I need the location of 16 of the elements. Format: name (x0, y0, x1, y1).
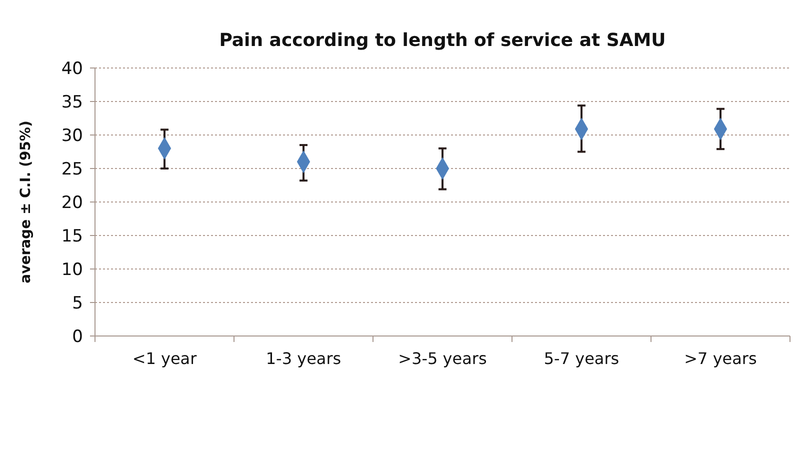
x-tick-label: >3-5 years (398, 349, 487, 368)
y-tick-label: 40 (61, 58, 83, 79)
y-axis-title: average ± C.I. (95%) (18, 120, 34, 284)
x-tick-label: >7 years (684, 349, 757, 368)
y-tick-label: 25 (61, 159, 83, 180)
y-tick-label: 0 (72, 326, 83, 347)
y-tick-label: 15 (61, 226, 83, 246)
x-tick-label: 1-3 years (266, 349, 342, 368)
y-tick-label: 20 (61, 192, 83, 213)
x-tick-label: 5-7 years (544, 349, 620, 368)
y-tick-label: 35 (61, 92, 83, 112)
chart-title: Pain according to length of service at SAMU (219, 30, 666, 51)
y-tick-label: 10 (61, 260, 83, 280)
y-tick-label: 30 (61, 126, 83, 146)
y-tick-label: 5 (72, 293, 83, 314)
x-tick-label: <1 year (132, 349, 198, 368)
